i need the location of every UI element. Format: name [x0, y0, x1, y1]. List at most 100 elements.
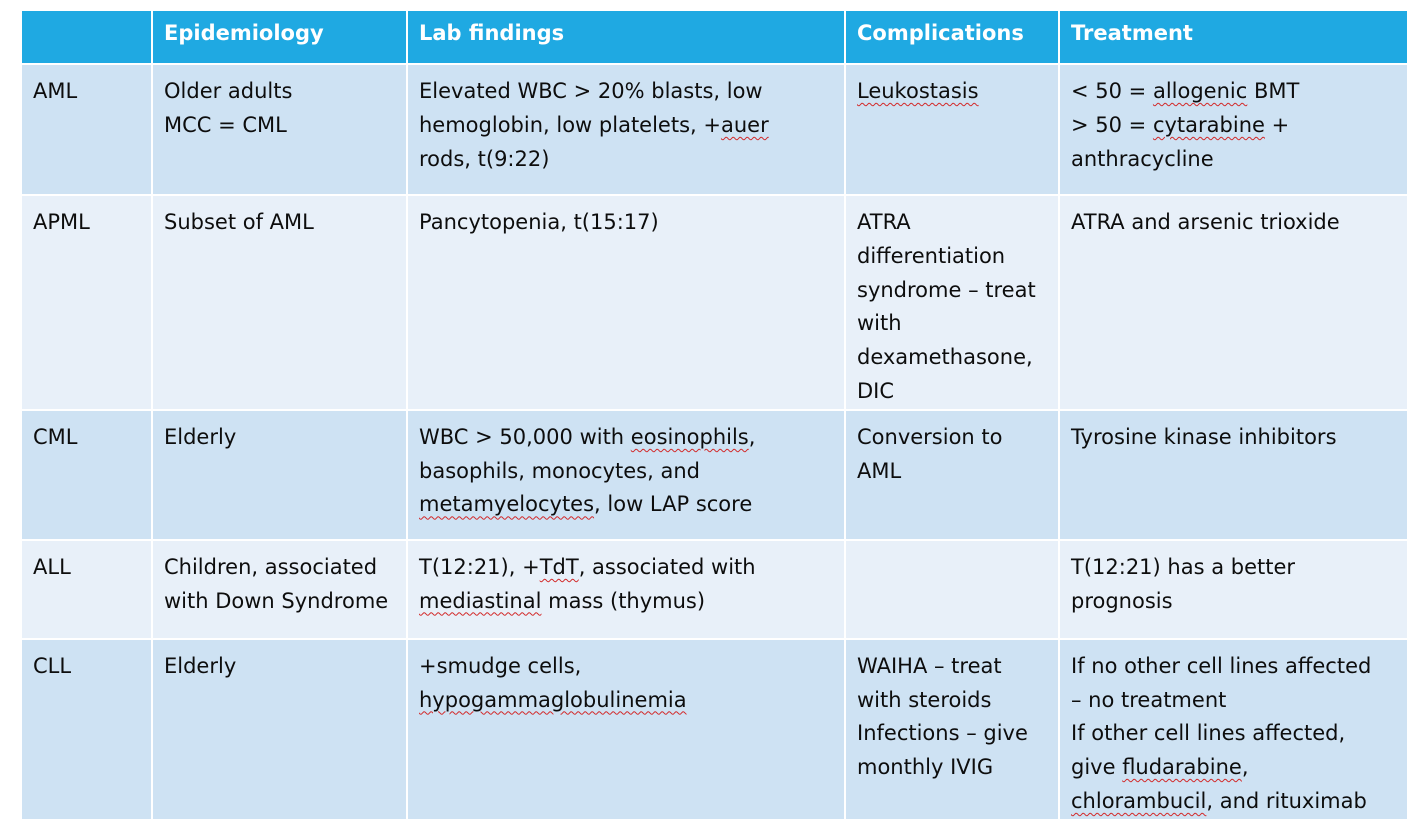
leukemia-comparison-table: Epidemiology Lab findings Complications … [20, 9, 1409, 821]
table-row-all: ALL Children, associated with Down Syndro… [20, 538, 1409, 640]
lab-findings-cell: Elevated WBC > 20% blasts, low hemoglobin… [406, 63, 846, 196]
cell-line: Infections – give [857, 717, 1047, 751]
treatment-cell: ATRA and arsenic trioxide [1058, 194, 1409, 411]
cell-line: Subset of AML [164, 206, 395, 240]
cell-text: mass (thymus) [541, 588, 706, 613]
lab-findings-cell: WBC > 50,000 with eosinophils, basophils,… [406, 408, 846, 541]
cell-line: T(12:21) has a better [1071, 551, 1396, 585]
cell-text: , [748, 424, 756, 449]
cell-text: +smudge cells, [419, 653, 582, 678]
spellcheck-word: eosinophils [630, 424, 749, 449]
cell-text: rods, t(9:22) [419, 146, 550, 171]
cell-text: WBC > 50,000 with [419, 424, 631, 449]
cell-line: +smudge cells, [419, 650, 833, 684]
spellcheck-word: hypogammaglobulinemia [419, 687, 687, 712]
cell-text: , [1241, 755, 1249, 780]
cell-text: If other cell lines affected, [1071, 721, 1346, 746]
table-row-cml: CML Elderly WBC > 50,000 with eosinophil… [20, 408, 1409, 541]
cell-text: Conversion to [857, 424, 1003, 449]
cell-text: dexamethasone, [857, 345, 1033, 370]
epidemiology-cell: Subset of AML [151, 194, 408, 411]
cell-line: hemoglobin, low platelets, +auer [419, 109, 833, 143]
spellcheck-word: Leukostasis [857, 79, 979, 103]
cell-line: anthracycline [1071, 143, 1396, 177]
table-row-apml: APML Subset of AML Pancytopenia, t(15:17… [20, 194, 1409, 411]
header-treatment: Treatment [1058, 9, 1409, 65]
header-complications: Complications [844, 9, 1060, 65]
row-name-cell: AML [20, 63, 153, 196]
treatment-cell: If no other cell lines affected – no trea… [1058, 637, 1409, 821]
cell-line: metamyelocytes, low LAP score [419, 488, 833, 522]
cell-line: DIC [857, 375, 1047, 408]
cell-line: < 50 = allogenic BMT [1071, 75, 1396, 109]
cell-text: with steroids [857, 687, 992, 712]
table-row-aml: AML Older adults MCC = CML Elevated WBC >… [20, 63, 1409, 196]
cell-line: WBC > 50,000 with eosinophils, [419, 421, 833, 455]
complications-cell: ATRA differentiation syndrome – treat with d… [844, 194, 1060, 411]
cell-line: syndrome – treat [857, 274, 1047, 308]
cell-text: Older adults [164, 79, 293, 103]
cell-text: ATRA [857, 210, 911, 234]
header-blank [20, 9, 153, 65]
cell-line: hypogammaglobulinemia [419, 684, 833, 718]
cell-text: BMT [1247, 79, 1300, 103]
cell-text: monthly IVIG [857, 755, 994, 780]
cell-text: Tyrosine kinase inhibitors [1071, 424, 1337, 449]
cell-text: , and rituximab [1206, 788, 1367, 813]
cell-line: AML [857, 455, 1047, 489]
cell-text: Infections – give [857, 721, 1028, 746]
header-row: Epidemiology Lab findings Complications … [20, 9, 1409, 65]
cell-text: hemoglobin, low platelets, + [419, 112, 721, 137]
cell-text: If no other cell lines affected [1071, 653, 1372, 678]
row-name-cell: CML [20, 408, 153, 541]
row-name-cell: CLL [20, 637, 153, 821]
header-epidemiology: Epidemiology [151, 9, 408, 65]
cell-line: ATRA and arsenic trioxide [1071, 206, 1396, 240]
cell-text: – no treatment [1071, 687, 1227, 712]
cell-text: Subset of AML [164, 210, 314, 234]
cell-text: syndrome – treat [857, 277, 1036, 302]
complications-cell [844, 538, 1060, 640]
cell-text: AML [857, 458, 902, 483]
header-lab-findings: Lab findings [406, 9, 846, 65]
cell-line: Leukostasis [857, 75, 1047, 109]
epidemiology-cell: Children, associated with Down Syndrome [151, 538, 408, 640]
cell-line: Older adults [164, 75, 395, 109]
epidemiology-cell: Elderly [151, 408, 408, 541]
cell-text: prognosis [1071, 588, 1173, 613]
cell-line: prognosis [1071, 585, 1396, 619]
cell-line: give fludarabine, [1071, 751, 1396, 785]
cell-text: differentiation [857, 243, 1006, 268]
cell-line: with Down Syndrome [164, 585, 395, 619]
epidemiology-cell: Elderly [151, 637, 408, 821]
cell-line: Elevated WBC > 20% blasts, low [419, 75, 833, 109]
cell-text: Pancytopenia, t(15:17) [419, 210, 659, 234]
epidemiology-cell: Older adults MCC = CML [151, 63, 408, 196]
lab-findings-cell: Pancytopenia, t(15:17) [406, 194, 846, 411]
cell-text: Elderly [164, 424, 237, 449]
treatment-cell: < 50 = allogenic BMT > 50 = cytarabine + a… [1058, 63, 1409, 196]
cell-line: MCC = CML [164, 109, 395, 143]
spellcheck-word: TdT [539, 554, 579, 579]
cell-line: Elderly [164, 421, 395, 455]
cell-line: ATRA [857, 206, 1047, 240]
cell-text: MCC = CML [164, 112, 287, 137]
row-name-cell: ALL [20, 538, 153, 640]
cell-line: dexamethasone, [857, 341, 1047, 375]
complications-cell: WAIHA – treat with steroids Infections – g… [844, 637, 1060, 821]
cell-text: DIC [857, 378, 895, 403]
cell-line: WAIHA – treat [857, 650, 1047, 684]
cell-text: , associated with [578, 554, 756, 579]
cell-text: T(12:21) has a better [1071, 554, 1296, 579]
cell-line: T(12:21), +TdT, associated with [419, 551, 833, 585]
complications-cell: Leukostasis [844, 63, 1060, 196]
cell-text: + [1264, 112, 1290, 137]
cell-line: Children, associated [164, 551, 395, 585]
cell-line: rods, t(9:22) [419, 143, 833, 177]
cell-line: Tyrosine kinase inhibitors [1071, 421, 1396, 455]
treatment-cell: Tyrosine kinase inhibitors [1058, 408, 1409, 541]
cell-text: give [1071, 755, 1123, 780]
cell-text: , low LAP score [594, 492, 753, 517]
cell-line: differentiation [857, 240, 1047, 274]
spellcheck-word: allogenic [1152, 79, 1248, 103]
